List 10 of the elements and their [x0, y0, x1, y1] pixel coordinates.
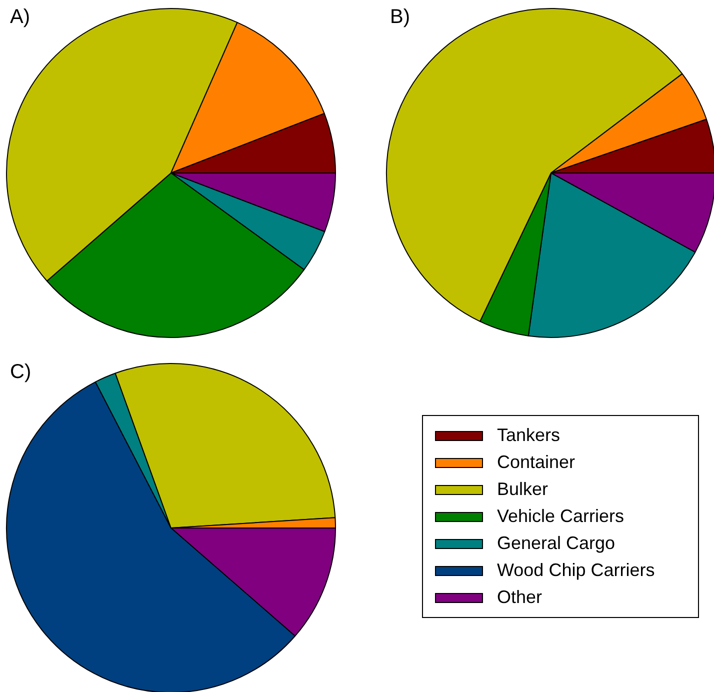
legend-label: General Cargo	[497, 533, 616, 554]
legend-label: Other	[497, 587, 542, 608]
legend-label: Bulker	[497, 479, 548, 500]
legend-label: Vehicle Carriers	[497, 506, 624, 527]
legend-label: Tankers	[497, 425, 560, 446]
chart-title: A)	[10, 6, 30, 29]
chart-title: B)	[390, 6, 410, 29]
legend-label: Container	[497, 452, 576, 473]
legend-label: Wood Chip Carriers	[497, 560, 655, 581]
chart-title: C)	[10, 361, 32, 384]
